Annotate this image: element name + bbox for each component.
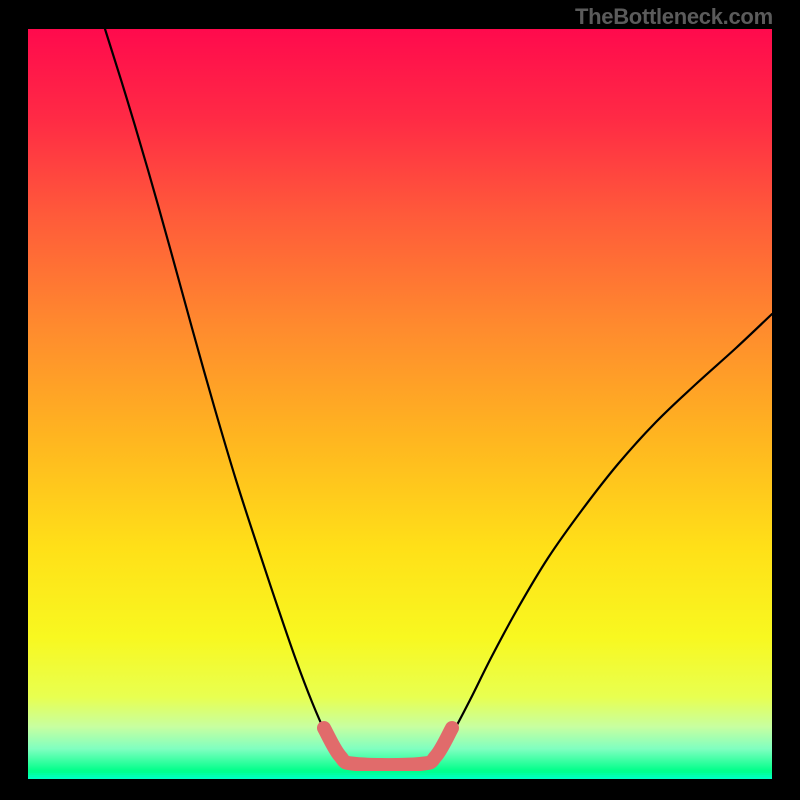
watermark-text: TheBottleneck.com — [575, 4, 773, 30]
bottleneck-chart: TheBottleneck.com — [0, 0, 800, 800]
valley-accent-path — [324, 728, 452, 765]
bottom-band — [28, 777, 772, 779]
curve-layer — [0, 0, 800, 800]
bottleneck-curve-path — [105, 29, 772, 765]
